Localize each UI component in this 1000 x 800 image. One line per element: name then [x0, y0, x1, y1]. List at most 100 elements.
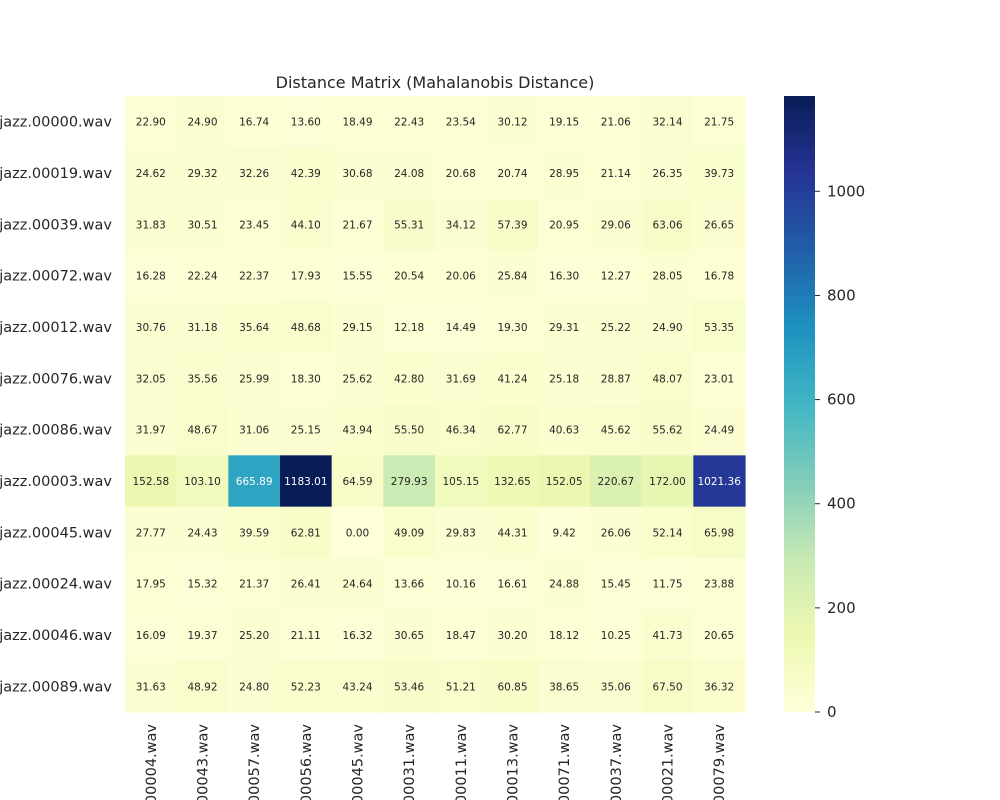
heatmap-cell [435, 506, 488, 559]
column-tick-label: 00013.wav [506, 724, 522, 800]
cell-value-label: 45.62 [601, 425, 631, 437]
cell-value-label: 44.31 [497, 527, 527, 539]
cell-value-label: 26.06 [601, 527, 631, 539]
cell-value-label: 39.59 [239, 527, 269, 539]
cell-value-label: 64.59 [342, 476, 372, 488]
heatmap-cell [590, 352, 643, 405]
heatmap-cell [280, 250, 333, 302]
heatmap-cell [538, 660, 591, 713]
heatmap-cell [125, 250, 178, 302]
heatmap-cell [176, 609, 229, 662]
row-tick-label: jazz.00076.wav [0, 371, 112, 387]
heatmap-cell [228, 301, 281, 354]
heatmap-cell [228, 455, 281, 508]
heatmap-cell [435, 558, 488, 610]
cell-value-label: 28.05 [652, 271, 682, 283]
cell-value-label: 16.30 [549, 271, 579, 283]
heatmap-cell [538, 352, 591, 405]
heatmap-cell [125, 506, 178, 559]
cell-value-label: 30.76 [136, 322, 166, 334]
colorbar-tick-label: 200 [827, 599, 856, 617]
heatmap-cell [176, 660, 229, 713]
row-tick-label: jazz.00045.wav [0, 525, 112, 541]
cell-value-label: 24.08 [394, 168, 424, 180]
cell-value-label: 48.92 [187, 681, 217, 693]
cell-value-label: 15.55 [342, 271, 372, 283]
heatmap-cell [693, 455, 746, 508]
cell-value-label: 36.32 [704, 681, 734, 693]
heatmap-cell [176, 558, 229, 610]
cell-value-label: 25.99 [239, 373, 269, 385]
heatmap-cell [125, 301, 178, 354]
cell-value-label: 24.90 [652, 322, 682, 334]
heatmap-cell [486, 147, 539, 200]
cell-value-label: 29.06 [601, 219, 631, 231]
cell-value-label: 10.25 [601, 630, 631, 642]
heatmap-cell [590, 609, 643, 662]
heatmap-cell [125, 455, 178, 508]
heatmap-cell [331, 352, 384, 405]
heatmap-cell [125, 198, 178, 251]
heatmap-cell [331, 198, 384, 251]
colorbar-tick-label: 400 [827, 495, 856, 513]
heatmap-cell [228, 250, 281, 302]
cell-value-label: 22.24 [187, 271, 217, 283]
cell-value-label: 43.24 [342, 681, 372, 693]
cell-value-label: 35.06 [601, 681, 631, 693]
heatmap-cell [331, 404, 384, 456]
cell-value-label: 665.89 [236, 476, 273, 488]
heatmap-cell [435, 198, 488, 251]
cell-value-label: 17.95 [136, 579, 166, 591]
heatmap-cell [435, 96, 488, 148]
column-tick-label: 00021.wav [661, 724, 677, 800]
cell-value-label: 21.75 [704, 117, 734, 129]
chart-title: Distance Matrix (Mahalanobis Distance) [276, 73, 595, 92]
heatmap-cell [176, 352, 229, 405]
heatmap-cell [435, 250, 488, 302]
heatmap-cell [280, 352, 333, 405]
heatmap-cell [383, 250, 436, 302]
cell-value-label: 21.06 [601, 117, 631, 129]
cell-value-label: 24.62 [136, 168, 166, 180]
colorbar: 0 200 400 600 800 1000 [784, 96, 865, 721]
heatmap-cell [331, 301, 384, 354]
cell-value-label: 30.68 [342, 168, 372, 180]
heatmap-cell [590, 506, 643, 559]
cell-value-label: 9.42 [552, 527, 575, 539]
cell-value-label: 57.39 [497, 219, 527, 231]
cell-value-label: 27.77 [136, 527, 166, 539]
cell-value-label: 132.65 [494, 476, 531, 488]
heatmap-cell [486, 96, 539, 148]
cell-value-label: 25.62 [342, 373, 372, 385]
cell-value-label: 20.06 [446, 271, 476, 283]
heatmap-cell [125, 352, 178, 405]
cell-value-label: 52.23 [291, 681, 321, 693]
heatmap-cell [693, 147, 746, 200]
heatmap-cell [693, 558, 746, 610]
cell-value-label: 31.18 [187, 322, 217, 334]
cell-value-label: 53.35 [704, 322, 734, 334]
heatmap-cell [693, 198, 746, 251]
cell-value-label: 29.31 [549, 322, 579, 334]
cell-value-label: 24.49 [704, 425, 734, 437]
colorbar-tick-label: 0 [827, 703, 837, 721]
column-tick-label: 00057.wav [247, 724, 263, 800]
row-tick-label: jazz.00089.wav [0, 679, 112, 695]
heatmap-cell [641, 506, 694, 559]
heatmap-cell [176, 96, 229, 148]
row-tick-label: jazz.00024.wav [0, 577, 112, 593]
cell-value-label: 39.73 [704, 168, 734, 180]
cell-value-label: 38.65 [549, 681, 579, 693]
heatmap-cell [641, 660, 694, 713]
cell-value-label: 53.46 [394, 681, 424, 693]
cell-value-label: 29.15 [342, 322, 372, 334]
cell-value-label: 25.84 [497, 271, 527, 283]
cell-value-label: 24.88 [549, 579, 579, 591]
cell-value-label: 24.64 [342, 579, 372, 591]
heatmap-cell [693, 660, 746, 713]
heatmap-cell [383, 558, 436, 610]
heatmap-cell [176, 147, 229, 200]
heatmap-cell [693, 352, 746, 405]
heatmap-cell [383, 404, 436, 456]
colorbar-tick-label: 800 [827, 286, 856, 304]
